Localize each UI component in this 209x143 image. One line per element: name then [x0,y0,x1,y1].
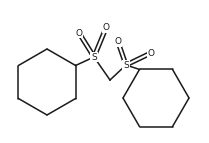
Text: O: O [148,48,154,57]
Text: S: S [123,60,129,69]
Text: O: O [115,37,121,46]
Text: O: O [102,23,110,32]
Text: O: O [75,28,83,37]
Text: S: S [91,52,97,61]
